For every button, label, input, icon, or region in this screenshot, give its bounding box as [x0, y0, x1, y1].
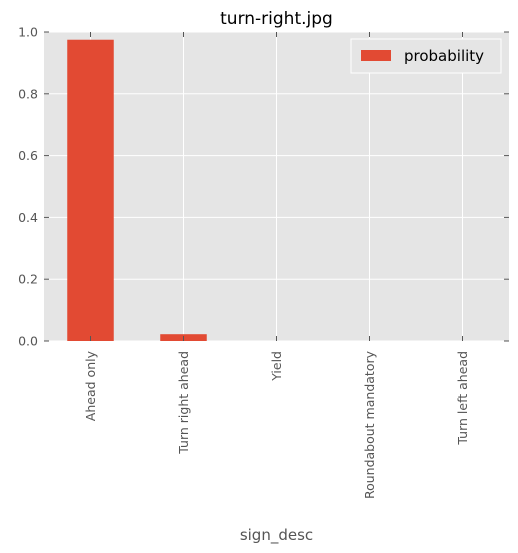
bars — [67, 39, 207, 341]
chart-title: turn-right.jpg — [220, 9, 333, 29]
y-tick-label: 0.6 — [18, 148, 38, 163]
legend-label: probability — [404, 47, 484, 65]
bar — [67, 39, 114, 341]
legend-swatch — [361, 50, 391, 61]
ticks — [44, 31, 509, 342]
y-tick-label: 0.0 — [18, 334, 38, 349]
grid-lines — [44, 31, 509, 342]
x-tick-label: Ahead only — [83, 350, 98, 421]
y-tick-label: 0.2 — [18, 272, 38, 287]
x-tick-label: Roundabout mandatory — [362, 350, 377, 499]
x-tick-label: Yield — [269, 351, 284, 382]
y-tick-label: 0.4 — [18, 210, 38, 225]
y-tick-labels: 0.0 0.2 0.4 0.6 0.8 1.0 — [18, 25, 38, 349]
x-tick-label: Turn left ahead — [455, 351, 470, 446]
y-tick-label: 1.0 — [18, 25, 38, 40]
x-axis-label: sign_desc — [240, 526, 313, 545]
x-tick-labels: Ahead only Turn right ahead Yield Roundabou… — [83, 350, 470, 499]
y-tick-label: 0.8 — [18, 86, 38, 101]
legend: probability — [350, 38, 502, 74]
x-tick-label: Turn right ahead — [176, 351, 191, 455]
